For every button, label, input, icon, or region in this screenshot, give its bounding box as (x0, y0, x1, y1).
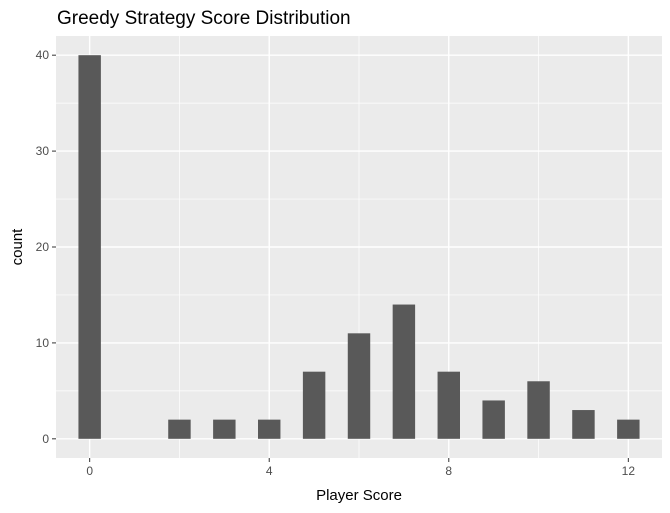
bar-6 (347, 333, 371, 439)
bars-group (78, 55, 640, 439)
y-axis-title: count (9, 228, 26, 266)
x-tick-label: 0 (86, 464, 93, 478)
y-tick-label: 40 (36, 48, 50, 62)
x-axis: 0 4 8 12 (86, 458, 635, 478)
bar-5 (302, 371, 326, 439)
bar-3 (213, 419, 236, 439)
x-axis-title: Player Score (316, 487, 402, 504)
bar-9 (482, 400, 505, 439)
bar-7 (392, 304, 416, 439)
x-tick-label: 8 (445, 464, 452, 478)
y-tick-label: 30 (36, 144, 50, 158)
y-axis: 0 10 20 30 40 (36, 48, 56, 446)
bar-8 (437, 371, 460, 439)
bar-4 (258, 419, 281, 439)
y-tick-label: 20 (36, 240, 50, 254)
bar-12 (617, 419, 640, 439)
bar-11 (572, 410, 595, 439)
x-tick-label: 12 (622, 464, 636, 478)
y-tick-label: 10 (36, 336, 50, 350)
bar-10 (527, 381, 550, 439)
chart-title: Greedy Strategy Score Distribution (57, 8, 351, 29)
bar-2 (168, 419, 191, 439)
x-tick-label: 4 (266, 464, 273, 478)
bar-0 (78, 55, 101, 439)
y-tick-label: 0 (42, 432, 49, 446)
